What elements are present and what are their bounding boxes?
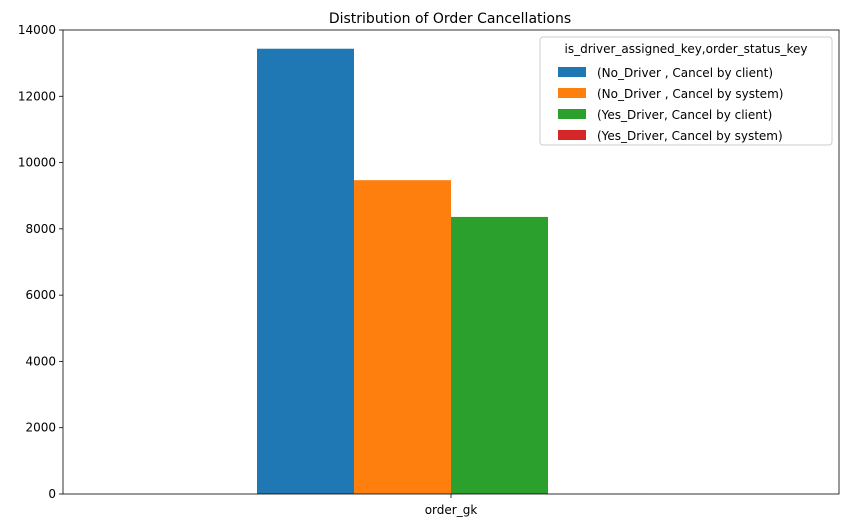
legend-swatch-1 — [558, 88, 586, 98]
legend-title: is_driver_assigned_key,order_status_key — [565, 42, 808, 56]
bar-order_gk-series-0 — [257, 48, 354, 494]
y-tick-label: 10000 — [18, 156, 56, 170]
y-tick-label: 4000 — [25, 354, 56, 368]
chart-title: Distribution of Order Cancellations — [329, 11, 571, 27]
y-tick-label: 6000 — [25, 288, 56, 302]
y-tick-label: 2000 — [25, 421, 56, 435]
x-tick-label: order_gk — [425, 503, 478, 517]
axes-group: 0 2000 4000 6000 8000 10000 12000 14000 order_gk — [18, 23, 840, 517]
legend-swatch-0 — [558, 67, 586, 77]
legend-label-1: (No_Driver , Cancel by system) — [597, 87, 783, 101]
y-tick-label: 14000 — [18, 23, 56, 37]
legend-label-2: (Yes_Driver, Cancel by client) — [597, 108, 772, 122]
legend: is_driver_assigned_key,order_status_key (… — [539, 36, 833, 146]
bars-group — [257, 48, 645, 495]
y-tick-label: 12000 — [18, 89, 56, 103]
legend-label-0: (No_Driver , Cancel by client) — [597, 66, 773, 80]
legend-box — [539, 36, 833, 146]
legend-label-3: (Yes_Driver, Cancel by system) — [597, 129, 783, 143]
bar-order_gk-series-2 — [451, 216, 548, 494]
y-tick-label: 0 — [48, 487, 56, 501]
y-tick-label: 8000 — [25, 222, 56, 236]
legend-swatch-2 — [558, 109, 586, 119]
legend-swatch-3 — [558, 130, 586, 140]
bar-order_gk-series-1 — [354, 180, 451, 495]
